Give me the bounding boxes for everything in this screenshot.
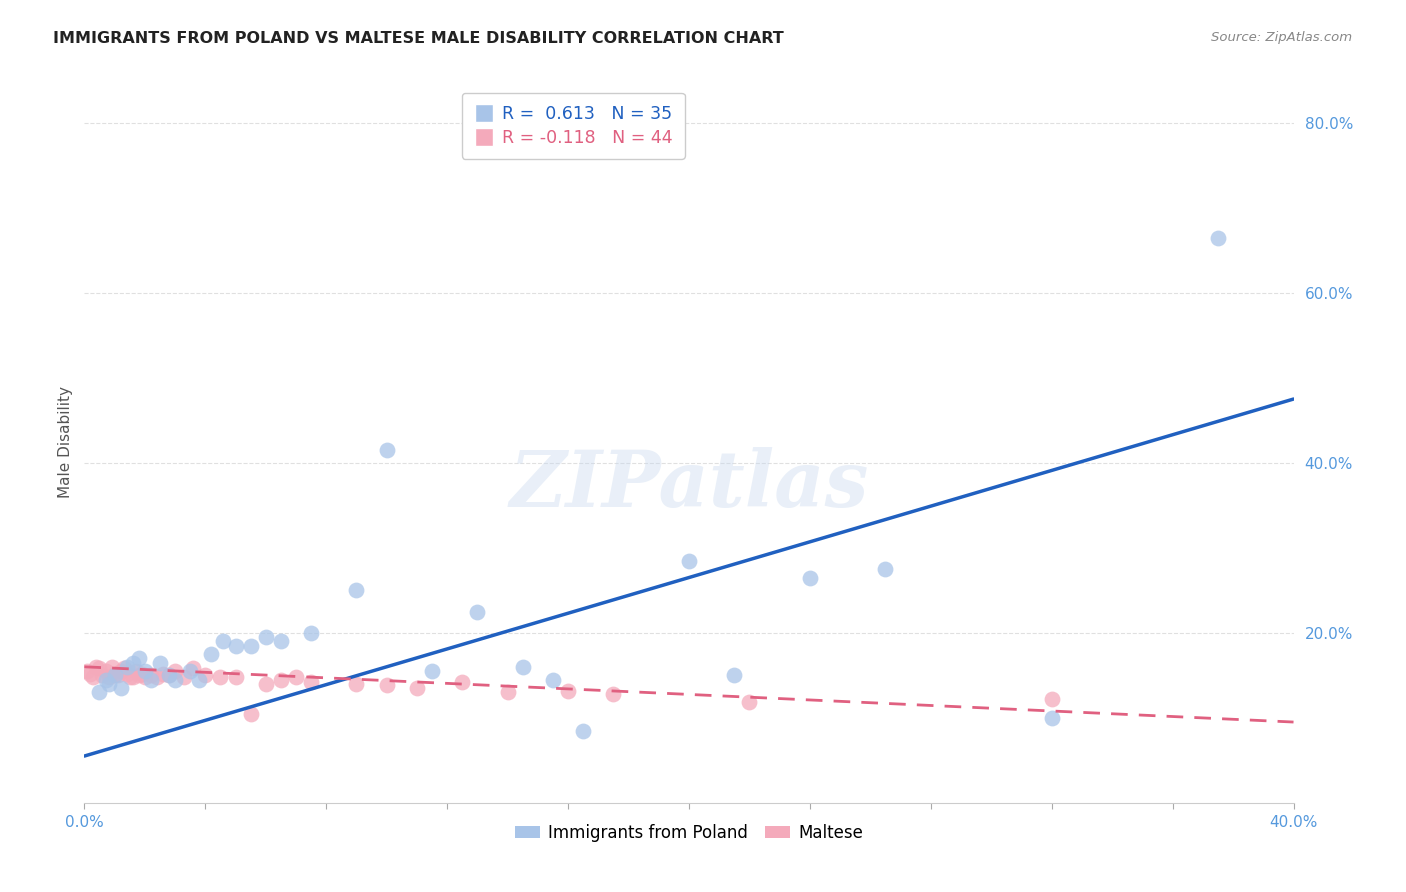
Point — [270, 673, 292, 687]
Point — [134, 664, 156, 678]
Point — [188, 673, 211, 687]
Point — [100, 660, 122, 674]
Point — [104, 668, 127, 682]
Point — [602, 687, 624, 701]
Point — [179, 664, 201, 678]
Point — [194, 668, 217, 682]
Point — [152, 666, 174, 681]
Point — [738, 696, 761, 710]
Point — [110, 664, 132, 678]
Point — [225, 639, 247, 653]
Point — [299, 675, 322, 690]
Point — [86, 660, 108, 674]
Point — [678, 553, 700, 567]
Point — [512, 660, 534, 674]
Point — [146, 670, 169, 684]
Point — [110, 681, 132, 695]
Point — [173, 670, 195, 684]
Point — [181, 661, 204, 675]
Point — [1040, 692, 1063, 706]
Point — [254, 630, 277, 644]
Point — [157, 668, 180, 682]
Point — [89, 661, 111, 675]
Point — [79, 666, 101, 681]
Point — [270, 634, 292, 648]
Point — [94, 664, 117, 678]
Point — [134, 670, 156, 684]
Point — [239, 639, 262, 653]
Point — [541, 673, 564, 687]
Point — [128, 651, 150, 665]
Point — [799, 570, 821, 584]
Point — [467, 605, 489, 619]
Y-axis label: Male Disability: Male Disability — [58, 385, 73, 498]
Point — [1206, 230, 1229, 244]
Point — [104, 666, 127, 681]
Point — [375, 443, 398, 458]
Point — [557, 683, 579, 698]
Point — [406, 681, 429, 695]
Point — [254, 677, 277, 691]
Text: IMMIGRANTS FROM POLAND VS MALTESE MALE DISABILITY CORRELATION CHART: IMMIGRANTS FROM POLAND VS MALTESE MALE D… — [53, 31, 785, 46]
Point — [121, 670, 143, 684]
Point — [420, 664, 443, 678]
Point — [125, 664, 148, 678]
Point — [112, 661, 135, 675]
Point — [875, 562, 897, 576]
Point — [572, 723, 595, 738]
Point — [1040, 711, 1063, 725]
Point — [121, 656, 143, 670]
Point — [118, 670, 141, 684]
Point — [115, 666, 138, 681]
Point — [139, 673, 162, 687]
Point — [89, 685, 111, 699]
Point — [97, 670, 120, 684]
Point — [346, 583, 368, 598]
Point — [149, 656, 172, 670]
Point — [131, 666, 153, 681]
Text: ZIPatlas: ZIPatlas — [509, 447, 869, 523]
Point — [299, 625, 322, 640]
Legend: Immigrants from Poland, Maltese: Immigrants from Poland, Maltese — [508, 817, 870, 848]
Point — [165, 673, 187, 687]
Point — [451, 675, 474, 690]
Point — [107, 668, 129, 682]
Point — [225, 670, 247, 684]
Point — [97, 677, 120, 691]
Point — [375, 678, 398, 692]
Text: Source: ZipAtlas.com: Source: ZipAtlas.com — [1212, 31, 1353, 45]
Point — [157, 668, 180, 682]
Point — [285, 670, 308, 684]
Point — [496, 685, 519, 699]
Point — [165, 664, 187, 678]
Point — [82, 670, 104, 684]
Point — [346, 677, 368, 691]
Point — [76, 664, 98, 678]
Point — [115, 660, 138, 674]
Point — [723, 668, 745, 682]
Point — [239, 706, 262, 721]
Point — [94, 673, 117, 687]
Point — [128, 668, 150, 682]
Point — [139, 668, 162, 682]
Point — [200, 647, 222, 661]
Point — [91, 668, 114, 682]
Point — [212, 634, 235, 648]
Point — [209, 670, 232, 684]
